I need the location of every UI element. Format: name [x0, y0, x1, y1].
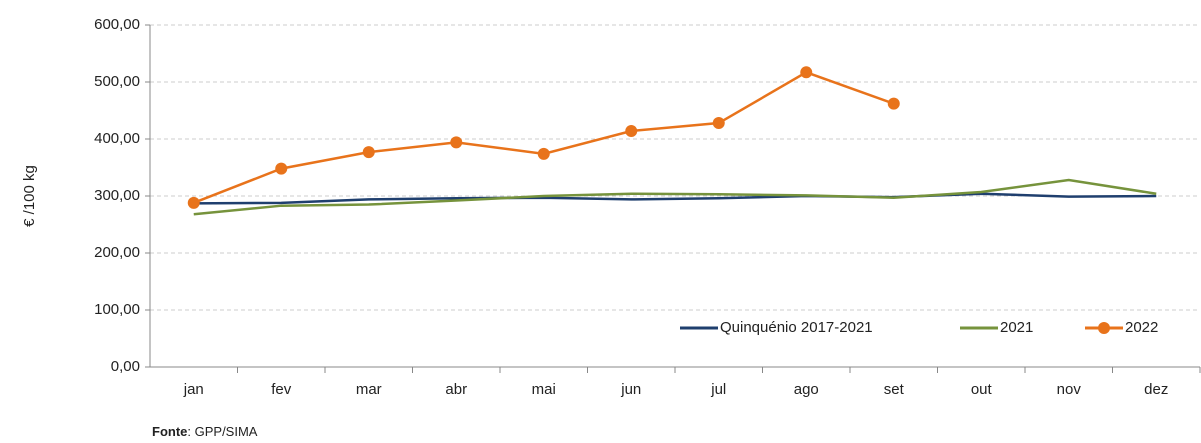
- y-tick-label: 600,00: [94, 16, 140, 33]
- x-tick-label: mai: [532, 381, 556, 398]
- y-tick-label: 0,00: [111, 358, 140, 375]
- source-label: Fonte: [152, 424, 187, 439]
- series-line: [193, 192, 1157, 205]
- y-tick-label: 200,00: [94, 244, 140, 261]
- point: [625, 125, 638, 138]
- point: [800, 66, 813, 79]
- x-tick-label: jan: [183, 381, 204, 398]
- source: Fonte: GPP/SIMA: [152, 424, 258, 439]
- x-tick-label: out: [971, 381, 993, 398]
- point: [362, 146, 375, 159]
- source-text: : GPP/SIMA: [187, 424, 257, 439]
- series-line: [193, 178, 1157, 216]
- x-tick-label: ago: [794, 381, 819, 398]
- x-tick-label: nov: [1057, 381, 1082, 398]
- point: [187, 196, 200, 209]
- point: [887, 97, 900, 110]
- series-line: [193, 70, 895, 205]
- y-tick-label: 300,00: [94, 187, 140, 204]
- point: [450, 136, 463, 149]
- y-tick-label: 500,00: [94, 73, 140, 90]
- x-tick-label: jul: [710, 381, 726, 398]
- legend-label: 2022: [1125, 319, 1158, 336]
- x-tick-label: set: [884, 381, 905, 398]
- x-tick-label: dez: [1144, 381, 1168, 398]
- x-tick-label: jun: [620, 381, 641, 398]
- legend-label: 2021: [1000, 319, 1033, 336]
- x-tick-label: fev: [271, 381, 292, 398]
- point: [537, 147, 550, 160]
- y-tick-label: 100,00: [94, 301, 140, 318]
- x-tick-label: abr: [445, 381, 467, 398]
- point: [712, 117, 725, 130]
- x-tick-label: mar: [356, 381, 382, 398]
- legend-label: Quinquénio 2017-2021: [720, 319, 873, 336]
- y-axis-label: € /100 kg: [21, 165, 38, 227]
- legend-marker: [1098, 322, 1110, 334]
- y-tick-label: 400,00: [94, 130, 140, 147]
- point: [275, 162, 288, 175]
